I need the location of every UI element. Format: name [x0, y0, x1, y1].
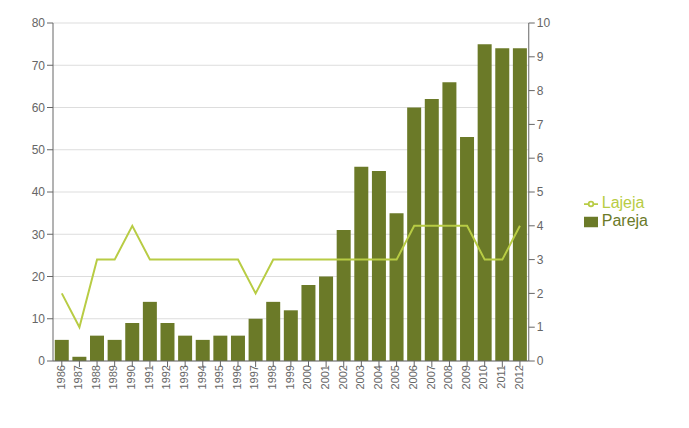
svg-text:1991: 1991 — [143, 365, 155, 389]
svg-text:1996: 1996 — [231, 365, 243, 389]
svg-text:1993: 1993 — [178, 365, 190, 389]
svg-text:10: 10 — [537, 16, 551, 30]
svg-text:1990: 1990 — [125, 365, 137, 389]
svg-text:1995: 1995 — [213, 365, 225, 389]
svg-text:1: 1 — [537, 320, 544, 334]
svg-text:50: 50 — [32, 143, 46, 157]
svg-text:2009: 2009 — [460, 365, 472, 389]
svg-text:60: 60 — [32, 101, 46, 115]
svg-text:1998: 1998 — [266, 365, 278, 389]
svg-text:1986: 1986 — [55, 365, 67, 389]
svg-text:1989: 1989 — [107, 365, 119, 389]
svg-text:1997: 1997 — [248, 365, 260, 389]
svg-text:2008: 2008 — [442, 365, 454, 389]
svg-text:2007: 2007 — [425, 365, 437, 389]
svg-text:20: 20 — [32, 270, 46, 284]
svg-text:9: 9 — [537, 50, 544, 64]
svg-text:2006: 2006 — [407, 365, 419, 389]
svg-text:0: 0 — [38, 354, 45, 368]
html-text:Pareja: Pareja — [601, 212, 648, 229]
svg-text:2012: 2012 — [513, 365, 525, 389]
svg-text:0: 0 — [537, 354, 544, 368]
svg-text:10: 10 — [32, 312, 46, 326]
svg-text:2010: 2010 — [478, 365, 490, 389]
svg-text:2004: 2004 — [372, 365, 384, 389]
svg-text:1994: 1994 — [196, 365, 208, 389]
svg-text:2003: 2003 — [354, 365, 366, 389]
svg-text:80: 80 — [32, 16, 46, 30]
svg-text:40: 40 — [32, 185, 46, 199]
svg-text:1988: 1988 — [90, 365, 102, 389]
svg-text:1999: 1999 — [284, 365, 296, 389]
svg-text:6: 6 — [537, 151, 544, 165]
svg-text:2002: 2002 — [337, 365, 349, 389]
svg-text:70: 70 — [32, 59, 46, 73]
svg-text:4: 4 — [537, 219, 544, 233]
svg-text:5: 5 — [537, 185, 544, 199]
svg-text:2: 2 — [537, 287, 544, 301]
svg-text:2001: 2001 — [319, 365, 331, 389]
svg-text:30: 30 — [32, 228, 46, 242]
svg-text:2011: 2011 — [495, 365, 507, 389]
svg-text:1987: 1987 — [72, 365, 84, 389]
svg-text:2000: 2000 — [301, 365, 313, 389]
svg-text:7: 7 — [537, 118, 544, 132]
svg-text:2005: 2005 — [389, 365, 401, 389]
svg-text:3: 3 — [537, 253, 544, 267]
svg-text:8: 8 — [537, 84, 544, 98]
svg-text:1992: 1992 — [160, 365, 172, 389]
html-text:Lajeja: Lajeja — [601, 194, 645, 211]
